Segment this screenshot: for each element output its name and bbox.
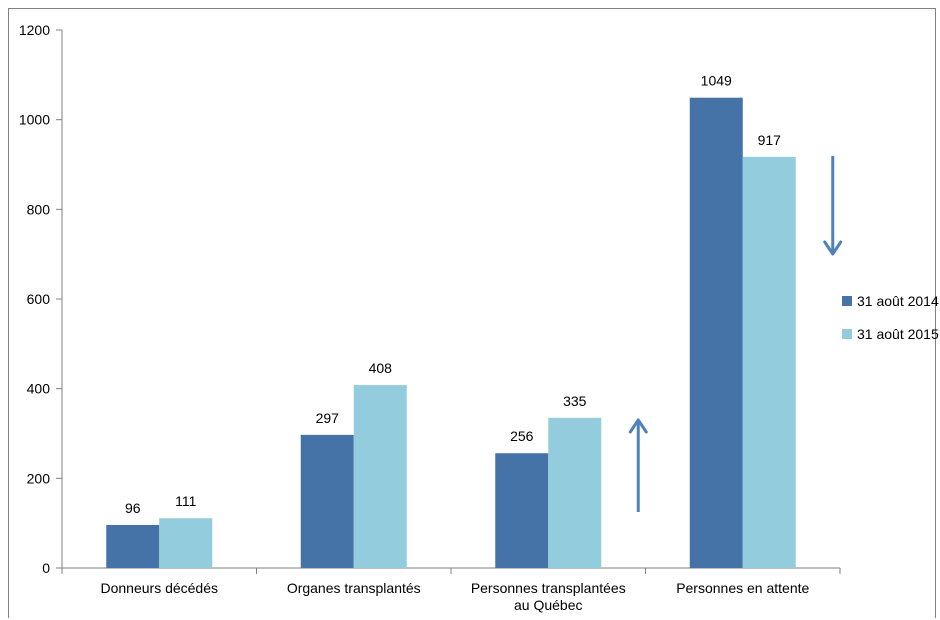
y-tick-label-0: 0 <box>42 560 50 576</box>
y-tick-label-2: 400 <box>27 381 51 397</box>
category-label-line: Personnes transplantées <box>471 580 626 596</box>
legend: 31 août 2014 31 août 2015 <box>842 293 939 342</box>
category-label-1: Organes transplantés <box>287 580 421 596</box>
bar-s1-c2 <box>548 417 602 568</box>
data-labels: 96 111 297 408 256 335 1049 917 <box>125 73 781 516</box>
bars <box>106 97 796 568</box>
y-tick-label-4: 800 <box>27 201 51 217</box>
bar-s0-c2 <box>495 453 549 568</box>
arrow-up-head <box>628 418 648 434</box>
bar-s0-c0 <box>106 524 160 568</box>
category-label-2: Personnes transplantées au Québec <box>471 580 626 613</box>
legend-label-0: 31 août 2014 <box>857 293 939 309</box>
y-tick-label-3: 600 <box>27 291 51 307</box>
data-label-s0-c2: 256 <box>510 428 534 444</box>
category-label-0: Donneurs décédés <box>100 580 218 596</box>
category-label-line: Organes transplantés <box>287 580 421 596</box>
legend-label-1: 31 août 2015 <box>857 326 939 342</box>
data-label-s1-c0: 111 <box>175 493 196 509</box>
bar-s0-c3 <box>689 97 743 568</box>
bar-s1-c1 <box>353 385 407 568</box>
arrow-down-head <box>823 240 843 256</box>
category-label-3: Personnes en attente <box>676 580 809 596</box>
data-label-s1-c3: 917 <box>758 132 782 148</box>
data-label-s0-c3: 1049 <box>701 73 732 89</box>
bar-s0-c1 <box>300 434 354 568</box>
data-label-s0-c0: 96 <box>125 500 141 516</box>
data-label-s1-c1: 408 <box>369 360 393 376</box>
data-label-s0-c1: 297 <box>316 410 340 426</box>
y-tick-label-5: 1000 <box>19 112 50 128</box>
data-label-s1-c2: 335 <box>563 393 587 409</box>
y-tick-label-6: 1200 <box>19 22 50 38</box>
y-tick-label-1: 200 <box>27 470 51 486</box>
axes: 0 200 400 600 800 1000 1200 Donneurs décédés Org… <box>19 22 841 613</box>
legend-swatch-1 <box>842 329 852 339</box>
chart-frame <box>8 8 936 618</box>
bar-s1-c3 <box>742 156 796 568</box>
category-label-line: Personnes en attente <box>676 580 809 596</box>
bar-s1-c0 <box>159 518 213 568</box>
category-label-line: au Québec <box>514 597 583 613</box>
legend-swatch-0 <box>842 296 852 306</box>
category-label-line: Donneurs décédés <box>100 580 218 596</box>
annotations <box>628 156 843 512</box>
